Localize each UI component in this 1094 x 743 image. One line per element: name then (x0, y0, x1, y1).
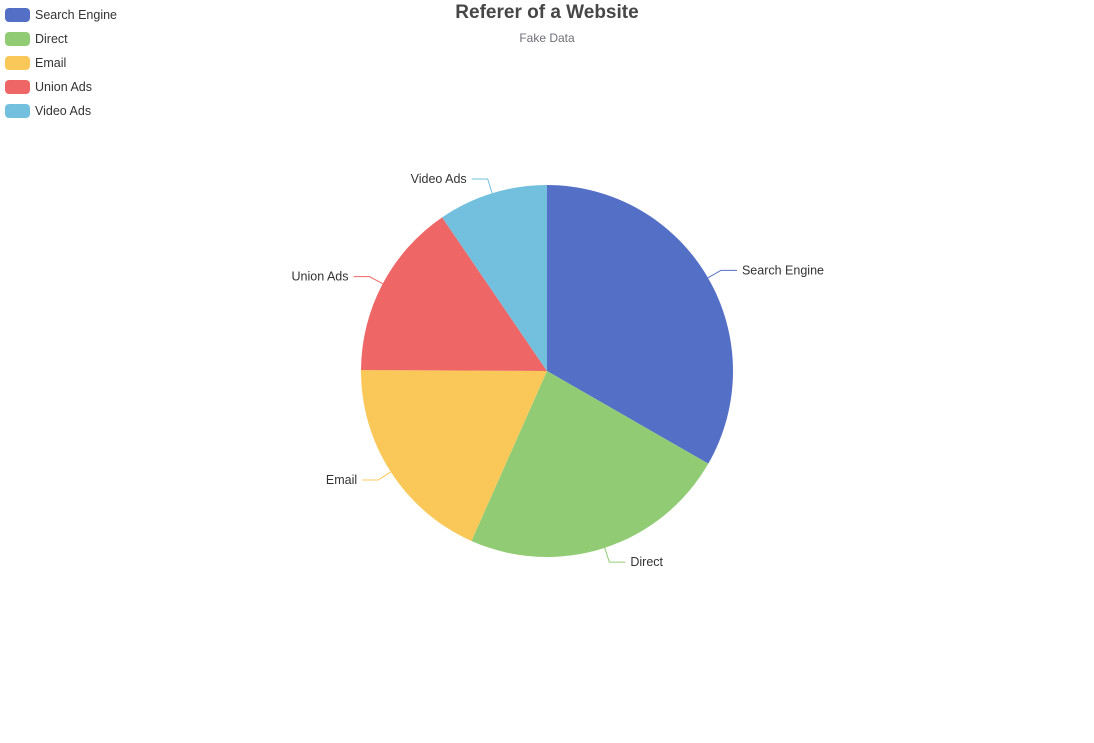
pie-slice-search-engine[interactable] (547, 185, 733, 464)
legend-label: Union Ads (35, 80, 92, 94)
pie-slice-direct[interactable] (471, 371, 709, 557)
legend-label: Video Ads (35, 104, 92, 118)
legend-label: Direct (35, 32, 68, 46)
legend-label: Search Engine (35, 8, 118, 22)
pie-slice-email[interactable] (361, 369, 547, 541)
legend-item-search-engine[interactable]: Search Engine (5, 3, 117, 27)
label-line (604, 547, 626, 563)
pie-slice-union-ads[interactable] (361, 217, 547, 371)
label-line (707, 269, 737, 279)
label-line (362, 471, 392, 481)
chart-title: Referer of a Website (455, 2, 639, 23)
legend-swatch (5, 56, 30, 70)
legend-label: Email (35, 56, 67, 70)
slice-label: Video Ads (411, 172, 467, 186)
pie-slice-video-ads[interactable] (442, 185, 547, 371)
legend-item-video-ads[interactable]: Video Ads (5, 99, 117, 123)
slice-label: Direct (630, 555, 663, 569)
chart-subtitle: Fake Data (519, 31, 575, 45)
label-line (353, 276, 384, 285)
slice-label: Search Engine (742, 263, 824, 277)
slice-label: Union Ads (292, 270, 349, 284)
legend-item-union-ads[interactable]: Union Ads (5, 75, 117, 99)
legend-item-email[interactable]: Email (5, 51, 117, 75)
legend-item-direct[interactable]: Direct (5, 27, 117, 51)
label-line (471, 178, 493, 194)
legend-swatch (5, 8, 30, 22)
legend: Search Engine Direct Email Union Ads Vid… (5, 3, 117, 123)
slice-label: Email (326, 473, 357, 487)
legend-swatch (5, 104, 30, 118)
legend-swatch (5, 80, 30, 94)
legend-swatch (5, 32, 30, 46)
